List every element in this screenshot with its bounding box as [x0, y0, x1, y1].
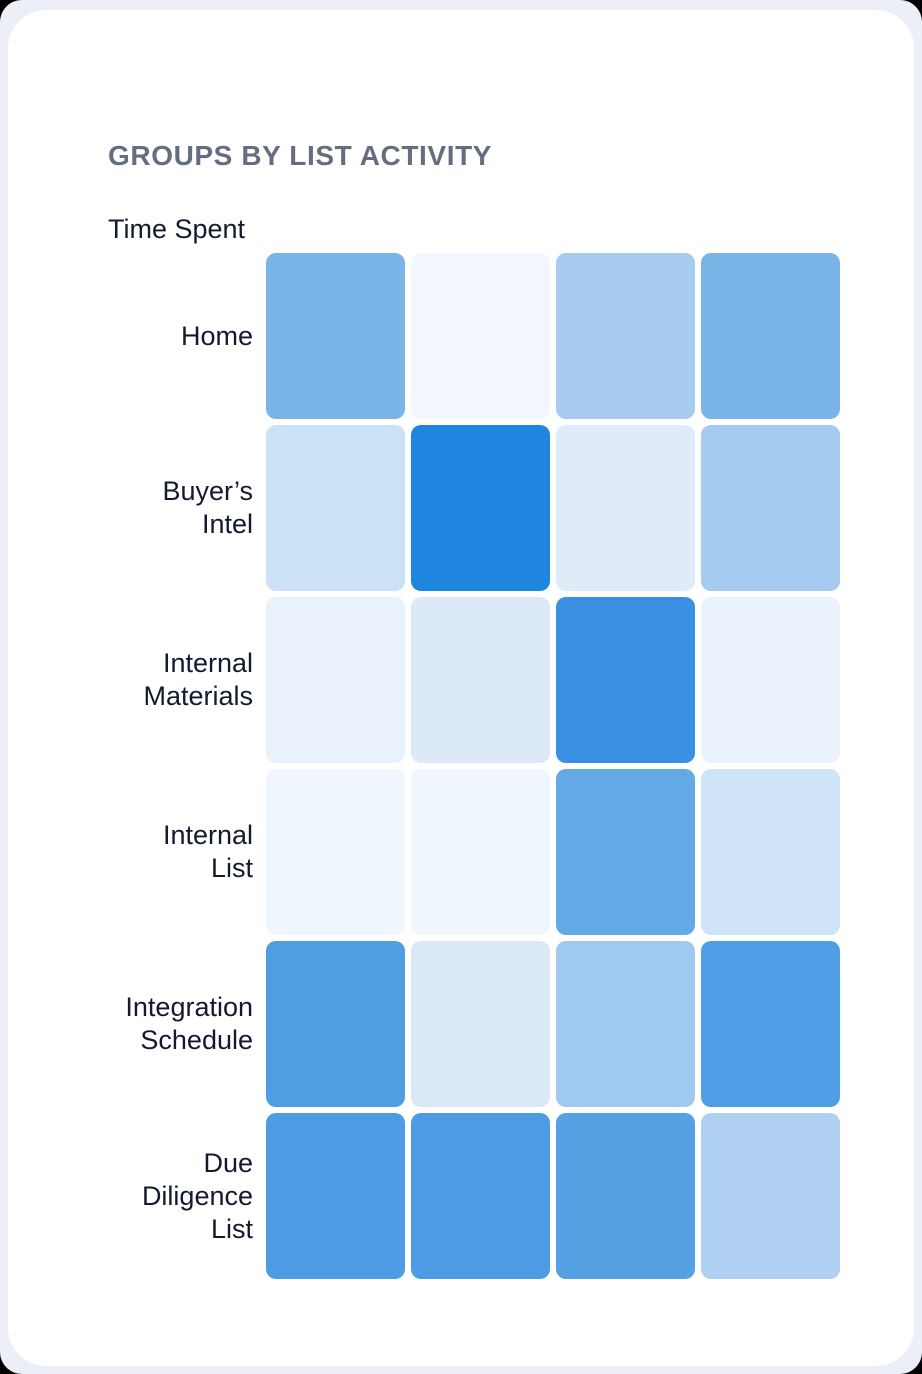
heatmap-cell-r5-c3[interactable]: [556, 941, 695, 1107]
heatmap-row-label-1: Home: [108, 253, 260, 419]
heatmap-cell-r2-c2[interactable]: [411, 425, 550, 591]
heatmap-cell-r2-c3[interactable]: [556, 425, 695, 591]
heatmap-cell-r3-c1[interactable]: [266, 597, 405, 763]
heatmap-row-label-text: Buyer’s Intel: [162, 476, 253, 539]
heatmap-row-label-4: Internal List: [108, 769, 260, 935]
heatmap-row-label-text: Internal List: [162, 820, 253, 883]
heatmap-row-label-5: Integration Schedule: [108, 941, 260, 1107]
heatmap-cell-r3-c2[interactable]: [411, 597, 550, 763]
heatmap-row-label-text: Integration Schedule: [125, 992, 253, 1055]
heatmap-row-label-text: Internal Materials: [143, 648, 253, 711]
card-title: GROUPS BY LIST ACTIVITY: [108, 140, 493, 171]
heatmap-cell-r5-c4[interactable]: [701, 941, 840, 1107]
heatmap-cell-r1-c4[interactable]: [701, 253, 840, 419]
heatmap-cell-r3-c4[interactable]: [701, 597, 840, 763]
heatmap-row-label-text: Due Diligence List: [141, 1147, 253, 1244]
heatmap-row-label-3: Internal Materials: [108, 597, 260, 763]
heatmap-cell-r1-c2[interactable]: [411, 253, 550, 419]
heatmap-cell-r4-c3[interactable]: [556, 769, 695, 935]
heatmap-cell-r5-c1[interactable]: [266, 941, 405, 1107]
heatmap-cell-r1-c3[interactable]: [556, 253, 695, 419]
heatmap-row-label-2: Buyer’s Intel: [108, 425, 260, 591]
heatmap-cell-r1-c1[interactable]: [266, 253, 405, 419]
y-axis-title: Time Spent: [108, 214, 246, 244]
heatmap-cell-r6-c1[interactable]: [266, 1113, 405, 1279]
heatmap-cell-r2-c1[interactable]: [266, 425, 405, 591]
list-activity-card: GROUPS BY LIST ACTIVITY Time Spent Home B…: [8, 10, 914, 1366]
heatmap-cell-r5-c2[interactable]: [411, 941, 550, 1107]
heatmap-cell-r4-c2[interactable]: [411, 769, 550, 935]
heatmap-cell-r3-c3[interactable]: [556, 597, 695, 763]
heatmap-row-label-text: Home: [180, 320, 253, 351]
heatmap-cell-r6-c4[interactable]: [701, 1113, 840, 1279]
heatmap-cell-r4-c4[interactable]: [701, 769, 840, 935]
heatmap-cell-r4-c1[interactable]: [266, 769, 405, 935]
heatmap-cell-r2-c4[interactable]: [701, 425, 840, 591]
heatmap-cell-r6-c3[interactable]: [556, 1113, 695, 1279]
list-activity-heatmap: Home Buyer’s Intel Internal Materials Inter…: [108, 253, 840, 1279]
heatmap-row-label-6: Due Diligence List: [108, 1113, 260, 1279]
heatmap-cell-r6-c2[interactable]: [411, 1113, 550, 1279]
